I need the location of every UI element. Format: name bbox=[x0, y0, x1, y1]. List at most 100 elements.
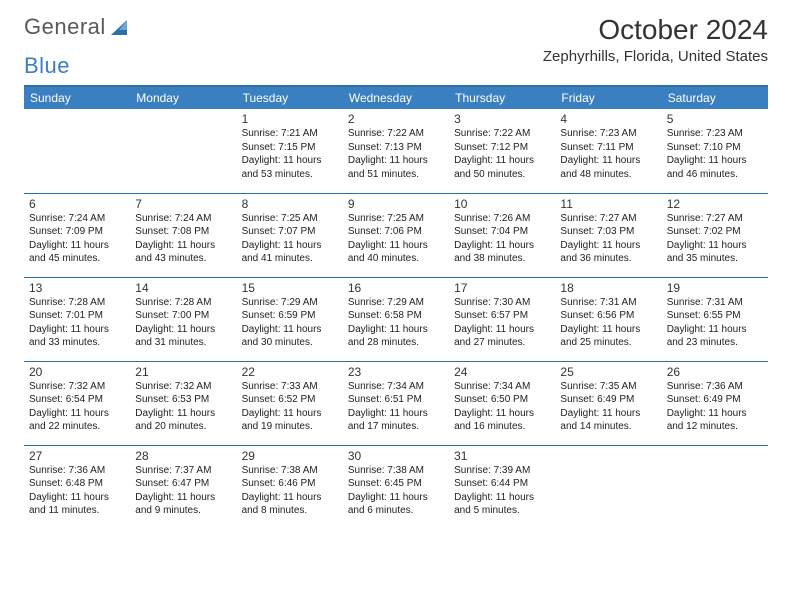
sunset-text: Sunset: 7:15 PM bbox=[242, 141, 338, 155]
day-details: Sunrise: 7:24 AMSunset: 7:09 PMDaylight:… bbox=[29, 212, 125, 266]
day-number: 28 bbox=[135, 449, 231, 463]
calendar-cell bbox=[24, 109, 130, 193]
day-details: Sunrise: 7:25 AMSunset: 7:06 PMDaylight:… bbox=[348, 212, 444, 266]
day-number: 1 bbox=[242, 112, 338, 126]
sunset-text: Sunset: 7:10 PM bbox=[667, 141, 763, 155]
day-number: 2 bbox=[348, 112, 444, 126]
calendar-cell: 18Sunrise: 7:31 AMSunset: 6:56 PMDayligh… bbox=[555, 277, 661, 361]
day-details: Sunrise: 7:25 AMSunset: 7:07 PMDaylight:… bbox=[242, 212, 338, 266]
calendar-week: 13Sunrise: 7:28 AMSunset: 7:01 PMDayligh… bbox=[24, 277, 768, 361]
sunset-text: Sunset: 7:09 PM bbox=[29, 225, 125, 239]
day-number: 19 bbox=[667, 281, 763, 295]
sunrise-text: Sunrise: 7:22 AM bbox=[454, 127, 550, 141]
calendar-cell: 13Sunrise: 7:28 AMSunset: 7:01 PMDayligh… bbox=[24, 277, 130, 361]
sunset-text: Sunset: 7:03 PM bbox=[560, 225, 656, 239]
calendar-cell: 26Sunrise: 7:36 AMSunset: 6:49 PMDayligh… bbox=[662, 361, 768, 445]
calendar-cell: 15Sunrise: 7:29 AMSunset: 6:59 PMDayligh… bbox=[237, 277, 343, 361]
day-number: 31 bbox=[454, 449, 550, 463]
calendar-cell: 24Sunrise: 7:34 AMSunset: 6:50 PMDayligh… bbox=[449, 361, 555, 445]
daylight-text: Daylight: 11 hours and 20 minutes. bbox=[135, 407, 231, 434]
day-details: Sunrise: 7:30 AMSunset: 6:57 PMDaylight:… bbox=[454, 296, 550, 350]
sunrise-text: Sunrise: 7:31 AM bbox=[560, 296, 656, 310]
day-details: Sunrise: 7:23 AMSunset: 7:10 PMDaylight:… bbox=[667, 127, 763, 181]
daylight-text: Daylight: 11 hours and 30 minutes. bbox=[242, 323, 338, 350]
daylight-text: Daylight: 11 hours and 41 minutes. bbox=[242, 239, 338, 266]
daylight-text: Daylight: 11 hours and 23 minutes. bbox=[667, 323, 763, 350]
calendar-cell: 1Sunrise: 7:21 AMSunset: 7:15 PMDaylight… bbox=[237, 109, 343, 193]
sunset-text: Sunset: 6:54 PM bbox=[29, 393, 125, 407]
day-number: 25 bbox=[560, 365, 656, 379]
daylight-text: Daylight: 11 hours and 8 minutes. bbox=[242, 491, 338, 518]
page: General October 2024 Zephyrhills, Florid… bbox=[0, 0, 792, 543]
sunrise-text: Sunrise: 7:38 AM bbox=[242, 464, 338, 478]
calendar-cell: 28Sunrise: 7:37 AMSunset: 6:47 PMDayligh… bbox=[130, 445, 236, 529]
sunset-text: Sunset: 7:04 PM bbox=[454, 225, 550, 239]
daylight-text: Daylight: 11 hours and 48 minutes. bbox=[560, 154, 656, 181]
sunset-text: Sunset: 6:49 PM bbox=[560, 393, 656, 407]
sunrise-text: Sunrise: 7:36 AM bbox=[667, 380, 763, 394]
daylight-text: Daylight: 11 hours and 50 minutes. bbox=[454, 154, 550, 181]
sunset-text: Sunset: 6:47 PM bbox=[135, 477, 231, 491]
sunrise-text: Sunrise: 7:33 AM bbox=[242, 380, 338, 394]
day-number: 26 bbox=[667, 365, 763, 379]
day-number: 5 bbox=[667, 112, 763, 126]
day-number: 11 bbox=[560, 197, 656, 211]
calendar-cell: 7Sunrise: 7:24 AMSunset: 7:08 PMDaylight… bbox=[130, 193, 236, 277]
daylight-text: Daylight: 11 hours and 38 minutes. bbox=[454, 239, 550, 266]
day-details: Sunrise: 7:37 AMSunset: 6:47 PMDaylight:… bbox=[135, 464, 231, 518]
day-number: 22 bbox=[242, 365, 338, 379]
calendar-cell: 20Sunrise: 7:32 AMSunset: 6:54 PMDayligh… bbox=[24, 361, 130, 445]
day-number: 18 bbox=[560, 281, 656, 295]
sunrise-text: Sunrise: 7:36 AM bbox=[29, 464, 125, 478]
daylight-text: Daylight: 11 hours and 27 minutes. bbox=[454, 323, 550, 350]
day-number: 8 bbox=[242, 197, 338, 211]
sunset-text: Sunset: 7:02 PM bbox=[667, 225, 763, 239]
daylight-text: Daylight: 11 hours and 45 minutes. bbox=[29, 239, 125, 266]
daylight-text: Daylight: 11 hours and 22 minutes. bbox=[29, 407, 125, 434]
sunset-text: Sunset: 6:57 PM bbox=[454, 309, 550, 323]
sunset-text: Sunset: 7:06 PM bbox=[348, 225, 444, 239]
day-details: Sunrise: 7:28 AMSunset: 7:00 PMDaylight:… bbox=[135, 296, 231, 350]
sunset-text: Sunset: 7:12 PM bbox=[454, 141, 550, 155]
day-details: Sunrise: 7:23 AMSunset: 7:11 PMDaylight:… bbox=[560, 127, 656, 181]
daylight-text: Daylight: 11 hours and 5 minutes. bbox=[454, 491, 550, 518]
logo-word-1: General bbox=[24, 14, 106, 40]
sunrise-text: Sunrise: 7:31 AM bbox=[667, 296, 763, 310]
daylight-text: Daylight: 11 hours and 46 minutes. bbox=[667, 154, 763, 181]
logo: General bbox=[24, 14, 132, 40]
sunrise-text: Sunrise: 7:29 AM bbox=[242, 296, 338, 310]
daylight-text: Daylight: 11 hours and 9 minutes. bbox=[135, 491, 231, 518]
calendar-cell: 14Sunrise: 7:28 AMSunset: 7:00 PMDayligh… bbox=[130, 277, 236, 361]
sunrise-text: Sunrise: 7:35 AM bbox=[560, 380, 656, 394]
sunset-text: Sunset: 6:58 PM bbox=[348, 309, 444, 323]
day-number: 17 bbox=[454, 281, 550, 295]
calendar-week: 20Sunrise: 7:32 AMSunset: 6:54 PMDayligh… bbox=[24, 361, 768, 445]
sunset-text: Sunset: 7:01 PM bbox=[29, 309, 125, 323]
daylight-text: Daylight: 11 hours and 43 minutes. bbox=[135, 239, 231, 266]
daylight-text: Daylight: 11 hours and 28 minutes. bbox=[348, 323, 444, 350]
daylight-text: Daylight: 11 hours and 35 minutes. bbox=[667, 239, 763, 266]
calendar-week: 27Sunrise: 7:36 AMSunset: 6:48 PMDayligh… bbox=[24, 445, 768, 529]
sunset-text: Sunset: 6:48 PM bbox=[29, 477, 125, 491]
sunrise-text: Sunrise: 7:34 AM bbox=[454, 380, 550, 394]
sunset-text: Sunset: 6:45 PM bbox=[348, 477, 444, 491]
calendar-cell bbox=[662, 445, 768, 529]
day-number: 14 bbox=[135, 281, 231, 295]
sunrise-text: Sunrise: 7:30 AM bbox=[454, 296, 550, 310]
sunrise-text: Sunrise: 7:27 AM bbox=[667, 212, 763, 226]
day-number: 20 bbox=[29, 365, 125, 379]
sunset-text: Sunset: 7:00 PM bbox=[135, 309, 231, 323]
page-title: October 2024 bbox=[543, 14, 768, 46]
sunset-text: Sunset: 7:11 PM bbox=[560, 141, 656, 155]
calendar-cell bbox=[555, 445, 661, 529]
day-number: 12 bbox=[667, 197, 763, 211]
day-number: 3 bbox=[454, 112, 550, 126]
calendar-cell: 16Sunrise: 7:29 AMSunset: 6:58 PMDayligh… bbox=[343, 277, 449, 361]
col-tuesday: Tuesday bbox=[237, 86, 343, 109]
sunrise-text: Sunrise: 7:25 AM bbox=[242, 212, 338, 226]
day-details: Sunrise: 7:32 AMSunset: 6:54 PMDaylight:… bbox=[29, 380, 125, 434]
daylight-text: Daylight: 11 hours and 25 minutes. bbox=[560, 323, 656, 350]
daylight-text: Daylight: 11 hours and 12 minutes. bbox=[667, 407, 763, 434]
day-details: Sunrise: 7:33 AMSunset: 6:52 PMDaylight:… bbox=[242, 380, 338, 434]
day-details: Sunrise: 7:28 AMSunset: 7:01 PMDaylight:… bbox=[29, 296, 125, 350]
